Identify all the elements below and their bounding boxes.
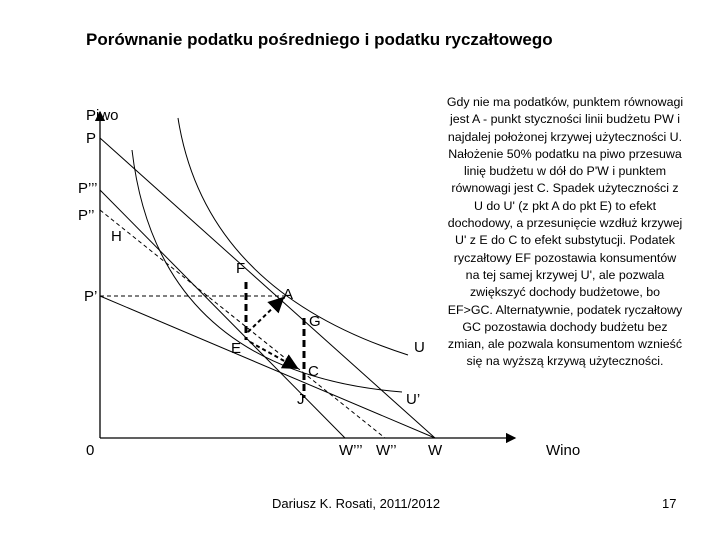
x-tick-w2: W’’ xyxy=(376,442,397,459)
x-tick-w: W xyxy=(428,442,443,459)
origin-label: 0 xyxy=(86,442,94,459)
y-axis-label: Piwo xyxy=(86,107,119,124)
budget-line-pw xyxy=(99,137,436,439)
y-tick-p2: P’’ xyxy=(78,207,94,224)
x-tick-w3: W’’’ xyxy=(339,442,363,459)
point-c-label: C xyxy=(308,363,319,380)
curve-u-label: U xyxy=(414,339,425,356)
budget-line-p1w xyxy=(99,295,436,439)
substitution-arrow-fa xyxy=(247,296,285,333)
page-number: 17 xyxy=(662,496,677,511)
slide-title: Porównanie podatku pośredniego i podatku… xyxy=(86,30,553,49)
point-f-label: F xyxy=(236,260,245,277)
y-tick-p3: P’’’ xyxy=(78,180,97,197)
substitution-arrow-ec xyxy=(249,341,299,369)
explanation-text: Gdy nie ma podatków, punktem równowagi j… xyxy=(446,95,684,369)
budget-line-p2w2 xyxy=(99,209,386,439)
point-j-label: J xyxy=(297,391,305,408)
y-tick-p: P xyxy=(86,130,96,147)
indifference-curve-u xyxy=(177,117,409,356)
indifference-curve-u1 xyxy=(131,149,403,393)
point-e-label: E xyxy=(231,340,241,357)
point-g-label: G xyxy=(309,313,321,330)
point-h-label: H xyxy=(111,228,122,245)
curve-u1-label: U’ xyxy=(406,391,420,408)
point-a-label: A xyxy=(283,286,293,303)
x-axis-label: Wino xyxy=(546,442,580,459)
y-tick-p1: P’ xyxy=(84,288,97,305)
footer-author: Dariusz K. Rosati, 2011/2012 xyxy=(272,496,441,511)
